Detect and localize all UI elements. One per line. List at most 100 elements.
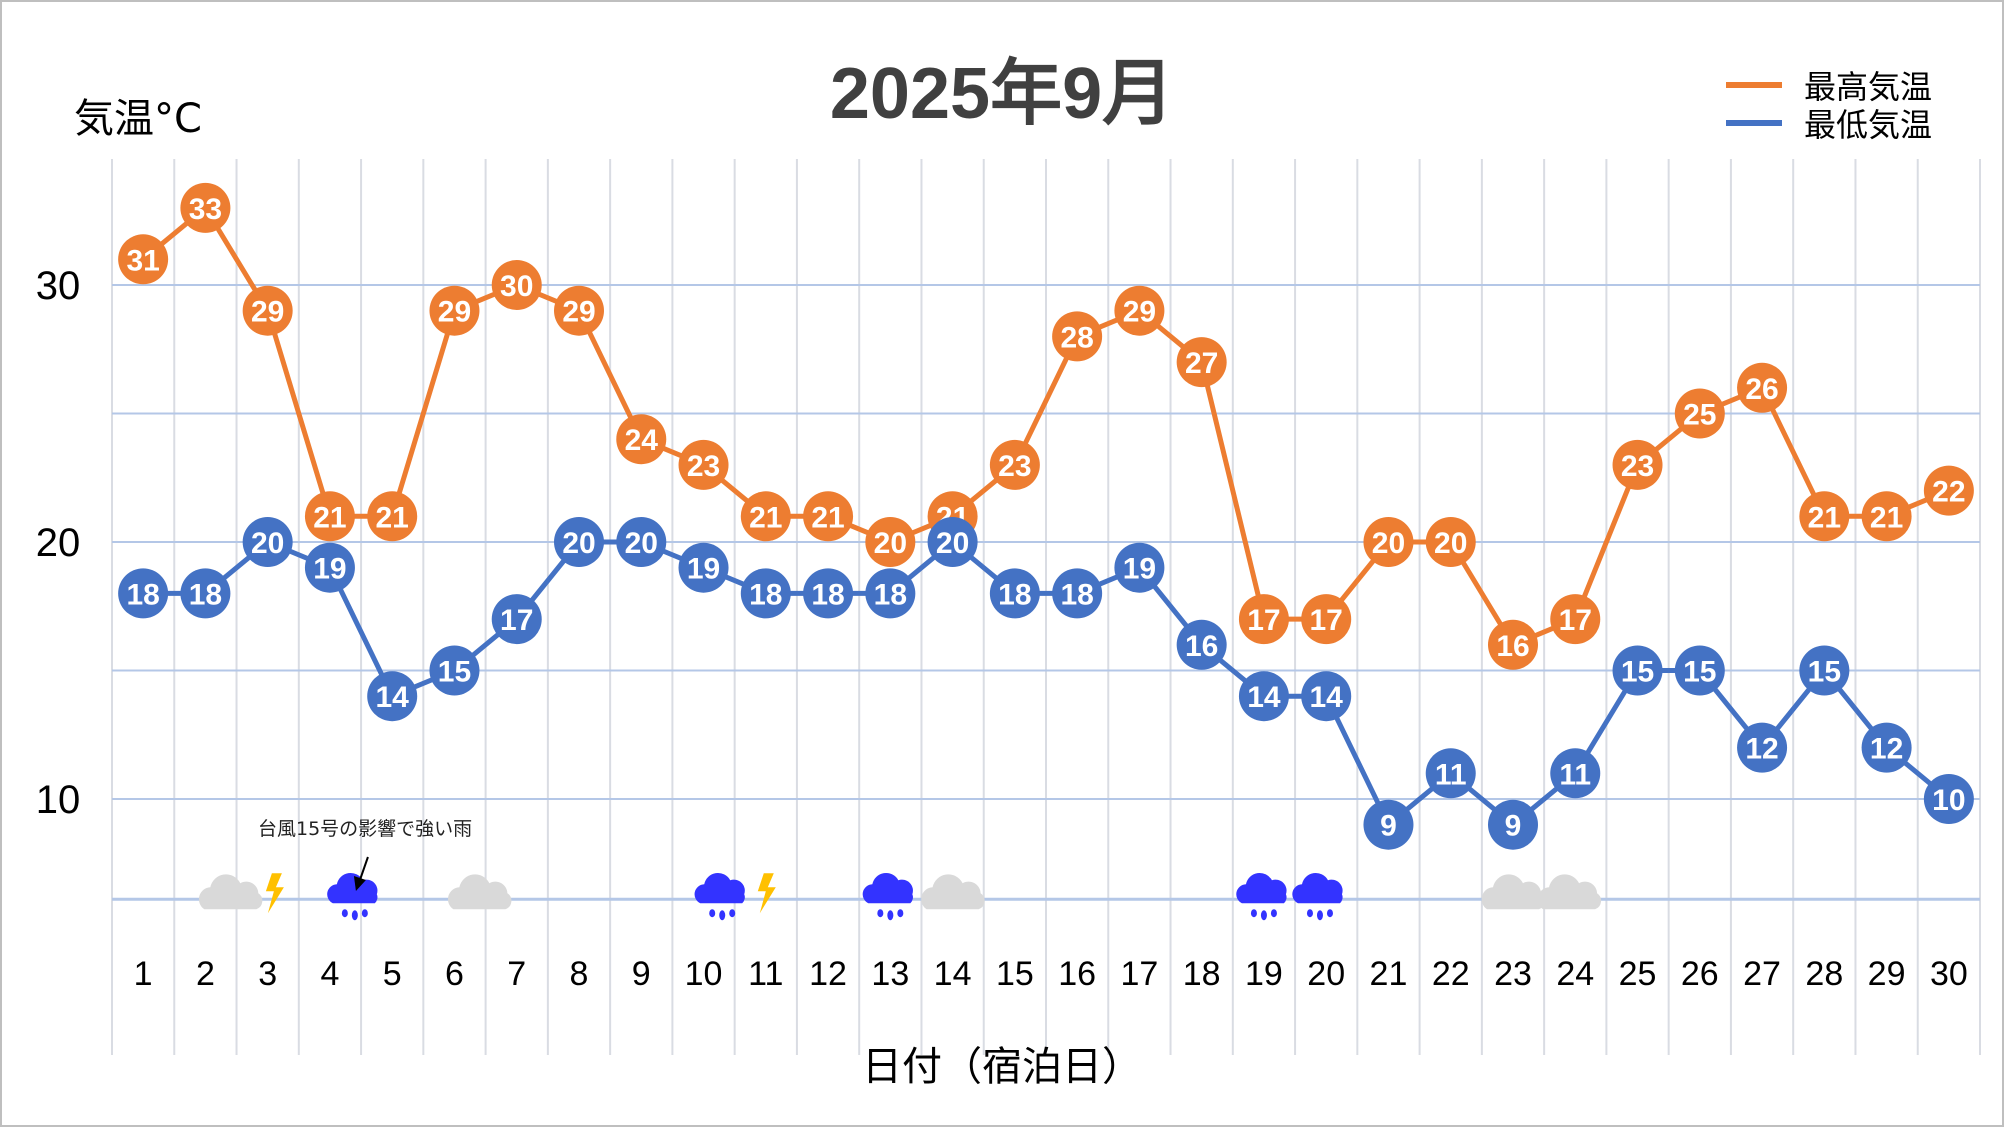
data-point	[1363, 517, 1414, 567]
x-tick-label: 23	[1494, 955, 1532, 993]
data-label: 15	[1621, 656, 1654, 689]
data-label: 12	[1870, 733, 1903, 766]
data-point	[616, 517, 667, 567]
legend-label-min: 最低気温	[1804, 106, 1933, 144]
data-label: 30	[500, 270, 533, 303]
data-label: 17	[1559, 604, 1592, 637]
x-tick-label: 22	[1432, 955, 1470, 993]
data-point	[1363, 799, 1414, 850]
data-point	[491, 260, 542, 310]
data-point	[1861, 491, 1912, 542]
rain-icon	[862, 872, 913, 921]
legend-swatch-min	[1726, 120, 1782, 126]
data-label: 17	[500, 604, 533, 637]
data-label: 10	[1932, 784, 1965, 817]
data-point	[927, 517, 978, 567]
x-tick-label: 9	[632, 955, 651, 993]
x-tick-label: 11	[748, 955, 783, 993]
data-point	[1114, 285, 1165, 336]
x-tick-label: 4	[320, 955, 339, 993]
data-label: 9	[1380, 810, 1397, 843]
data-point	[554, 285, 604, 336]
data-label: 19	[1123, 553, 1156, 586]
cloud-icon	[447, 874, 512, 910]
legend-item-min[interactable]: 最低気温	[1726, 104, 1932, 144]
lightning-icon	[757, 873, 776, 914]
data-label: 14	[376, 681, 410, 714]
x-tick-label: 12	[809, 955, 847, 993]
rain-icon	[1292, 872, 1343, 921]
data-point	[1737, 362, 1788, 413]
x-tick-label: 6	[445, 955, 464, 993]
data-label: 9	[1505, 810, 1522, 843]
data-point	[429, 285, 480, 336]
data-point	[989, 568, 1040, 619]
data-label: 31	[126, 244, 159, 277]
cloud-icon	[1537, 874, 1602, 910]
data-label: 18	[1060, 578, 1093, 611]
x-tick-label: 15	[996, 955, 1034, 993]
data-label: 23	[998, 450, 1031, 483]
annotation-arrow-head	[353, 876, 366, 891]
data-point	[1550, 748, 1601, 799]
data-label: 17	[1247, 604, 1280, 637]
x-tick-label: 7	[507, 955, 526, 993]
data-point	[304, 491, 355, 542]
x-tick-label: 25	[1619, 955, 1657, 993]
data-point	[1612, 645, 1663, 696]
data-point	[1488, 799, 1538, 850]
data-point	[1052, 568, 1103, 619]
x-tick-label: 2	[196, 955, 215, 993]
data-label: 21	[376, 501, 409, 534]
data-point	[367, 491, 418, 542]
data-point	[1799, 491, 1850, 542]
x-tick-label: 3	[258, 955, 277, 993]
data-point	[1238, 671, 1289, 722]
data-point	[491, 594, 542, 645]
x-tick-label: 13	[871, 955, 909, 993]
cloud-icon	[198, 874, 263, 910]
legend-label-max: 最高気温	[1804, 68, 1933, 106]
data-label: 24	[625, 424, 659, 457]
y-tick-label: 30	[36, 264, 81, 308]
x-tick-label: 21	[1370, 955, 1408, 993]
data-label: 14	[1247, 681, 1281, 714]
data-label: 27	[1185, 347, 1218, 380]
data-label: 20	[874, 527, 907, 560]
data-label: 21	[1870, 501, 1903, 534]
data-label: 20	[1372, 527, 1405, 560]
data-label: 15	[1808, 656, 1841, 689]
data-point	[1114, 542, 1165, 593]
data-point	[1238, 594, 1289, 645]
data-label: 15	[438, 656, 471, 689]
data-point	[865, 568, 916, 619]
data-point	[1923, 774, 1974, 824]
x-tick-label: 1	[134, 955, 153, 993]
data-point	[865, 517, 916, 567]
data-point	[1425, 748, 1476, 799]
data-label: 29	[438, 296, 471, 329]
legend-item-max[interactable]: 最高気温	[1726, 66, 1932, 106]
data-label: 18	[749, 578, 782, 611]
data-label: 19	[687, 553, 720, 586]
data-point	[1674, 388, 1725, 439]
rain-icon	[694, 872, 745, 921]
data-point	[1301, 594, 1352, 645]
data-point	[1425, 517, 1476, 567]
data-label: 20	[625, 527, 658, 560]
data-point	[616, 414, 667, 465]
data-point	[242, 517, 293, 567]
x-axis-label: 日付（宿泊日）	[862, 1044, 1142, 1090]
data-point	[367, 671, 418, 722]
data-point	[1301, 671, 1352, 722]
data-label: 29	[562, 296, 595, 329]
data-point	[1176, 619, 1227, 670]
data-label: 11	[1559, 758, 1591, 791]
x-tick-label: 19	[1245, 955, 1283, 993]
y-axis-label: 気温°C	[74, 96, 202, 142]
data-point	[803, 568, 854, 619]
x-tick-label: 17	[1120, 955, 1158, 993]
x-tick-label: 29	[1868, 955, 1906, 993]
data-point	[1550, 594, 1601, 645]
data-point	[1799, 645, 1850, 696]
